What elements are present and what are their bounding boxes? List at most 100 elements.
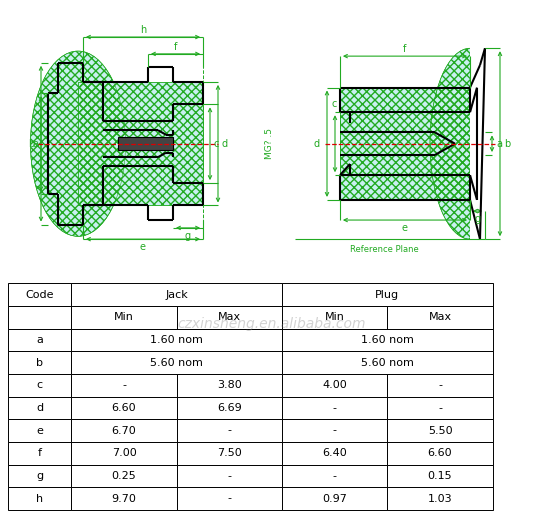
Text: Reference Plane: Reference Plane xyxy=(350,245,419,254)
Text: Min: Min xyxy=(114,312,134,322)
Text: c: c xyxy=(37,380,43,390)
Text: 1.60 nom: 1.60 nom xyxy=(150,335,203,345)
Text: 5.50: 5.50 xyxy=(428,425,452,436)
Text: f: f xyxy=(38,448,42,458)
Bar xyxy=(8,351,71,374)
Bar xyxy=(176,465,282,487)
Bar xyxy=(71,442,176,465)
Text: d: d xyxy=(314,139,320,149)
Text: d: d xyxy=(36,403,43,413)
Text: Min: Min xyxy=(325,312,345,322)
Bar xyxy=(8,419,71,442)
Bar xyxy=(71,465,176,487)
Bar xyxy=(71,397,176,419)
Bar xyxy=(71,374,176,397)
Text: g: g xyxy=(36,471,43,481)
Text: h: h xyxy=(140,25,146,36)
Text: e: e xyxy=(140,242,146,252)
Text: 6.60: 6.60 xyxy=(112,403,136,413)
Text: Max: Max xyxy=(218,312,241,322)
Bar xyxy=(387,465,493,487)
Bar xyxy=(176,419,282,442)
Text: -: - xyxy=(333,425,337,436)
Text: 7.50: 7.50 xyxy=(217,448,242,458)
Text: 0.25: 0.25 xyxy=(112,471,136,481)
Bar xyxy=(71,351,282,374)
Text: 0.97: 0.97 xyxy=(322,493,347,504)
Bar xyxy=(387,397,493,419)
Text: -: - xyxy=(333,403,337,413)
Bar xyxy=(8,397,71,419)
Text: -: - xyxy=(333,471,337,481)
Text: -: - xyxy=(228,493,231,504)
Text: Max: Max xyxy=(428,312,452,322)
Bar xyxy=(387,306,493,329)
Text: Jack: Jack xyxy=(165,289,188,300)
Text: 6.40: 6.40 xyxy=(323,448,347,458)
Text: b: b xyxy=(504,139,510,149)
Bar xyxy=(282,374,387,397)
Bar xyxy=(176,306,282,329)
Bar xyxy=(387,374,493,397)
Text: e: e xyxy=(402,223,408,233)
Bar xyxy=(71,283,282,306)
Bar xyxy=(340,88,470,200)
Text: -: - xyxy=(438,380,442,390)
Bar xyxy=(282,329,493,351)
Bar xyxy=(176,397,282,419)
Text: 9.70: 9.70 xyxy=(111,493,136,504)
Text: g: g xyxy=(185,231,191,241)
Text: -: - xyxy=(438,403,442,413)
Text: 0.15: 0.15 xyxy=(428,471,452,481)
Text: g: g xyxy=(475,214,481,224)
Ellipse shape xyxy=(30,51,125,236)
Text: 1.03: 1.03 xyxy=(428,493,452,504)
Text: c: c xyxy=(332,99,337,109)
Text: 5.60 nom: 5.60 nom xyxy=(361,357,414,368)
Text: 6.70: 6.70 xyxy=(112,425,136,436)
Bar xyxy=(8,465,71,487)
Bar xyxy=(8,306,71,329)
Text: h: h xyxy=(36,493,43,504)
Bar xyxy=(71,329,282,351)
Bar xyxy=(71,487,176,510)
Text: Code: Code xyxy=(26,289,54,300)
Bar xyxy=(176,487,282,510)
Text: Plug: Plug xyxy=(375,289,400,300)
Bar xyxy=(282,442,387,465)
Bar xyxy=(176,442,282,465)
Text: 6.69: 6.69 xyxy=(217,403,242,413)
Text: f: f xyxy=(403,44,407,55)
Bar xyxy=(282,306,387,329)
Bar xyxy=(282,283,493,306)
Bar xyxy=(282,351,493,374)
Bar xyxy=(282,397,387,419)
Bar xyxy=(387,487,493,510)
Bar xyxy=(118,137,173,150)
Bar xyxy=(78,82,203,205)
Bar xyxy=(71,419,176,442)
Bar xyxy=(282,465,387,487)
Text: b: b xyxy=(28,139,34,149)
Text: MG? .5: MG? .5 xyxy=(266,128,275,159)
Text: -: - xyxy=(122,380,126,390)
Text: e: e xyxy=(36,425,43,436)
Text: d: d xyxy=(222,139,228,149)
Bar xyxy=(71,306,176,329)
Bar xyxy=(8,329,71,351)
Bar xyxy=(8,283,71,306)
Text: a: a xyxy=(32,139,38,149)
Text: czxinsheng.en.alibaba.com: czxinsheng.en.alibaba.com xyxy=(177,317,366,331)
Text: 7.00: 7.00 xyxy=(112,448,136,458)
Bar xyxy=(387,419,493,442)
Bar xyxy=(8,442,71,465)
Text: b: b xyxy=(36,357,43,368)
Text: 4.00: 4.00 xyxy=(323,380,347,390)
Bar xyxy=(282,419,387,442)
Text: -: - xyxy=(228,425,231,436)
Text: 1.60 nom: 1.60 nom xyxy=(361,335,414,345)
Bar xyxy=(387,442,493,465)
Text: c: c xyxy=(214,139,219,149)
Text: 3.80: 3.80 xyxy=(217,380,242,390)
Bar xyxy=(78,82,203,205)
